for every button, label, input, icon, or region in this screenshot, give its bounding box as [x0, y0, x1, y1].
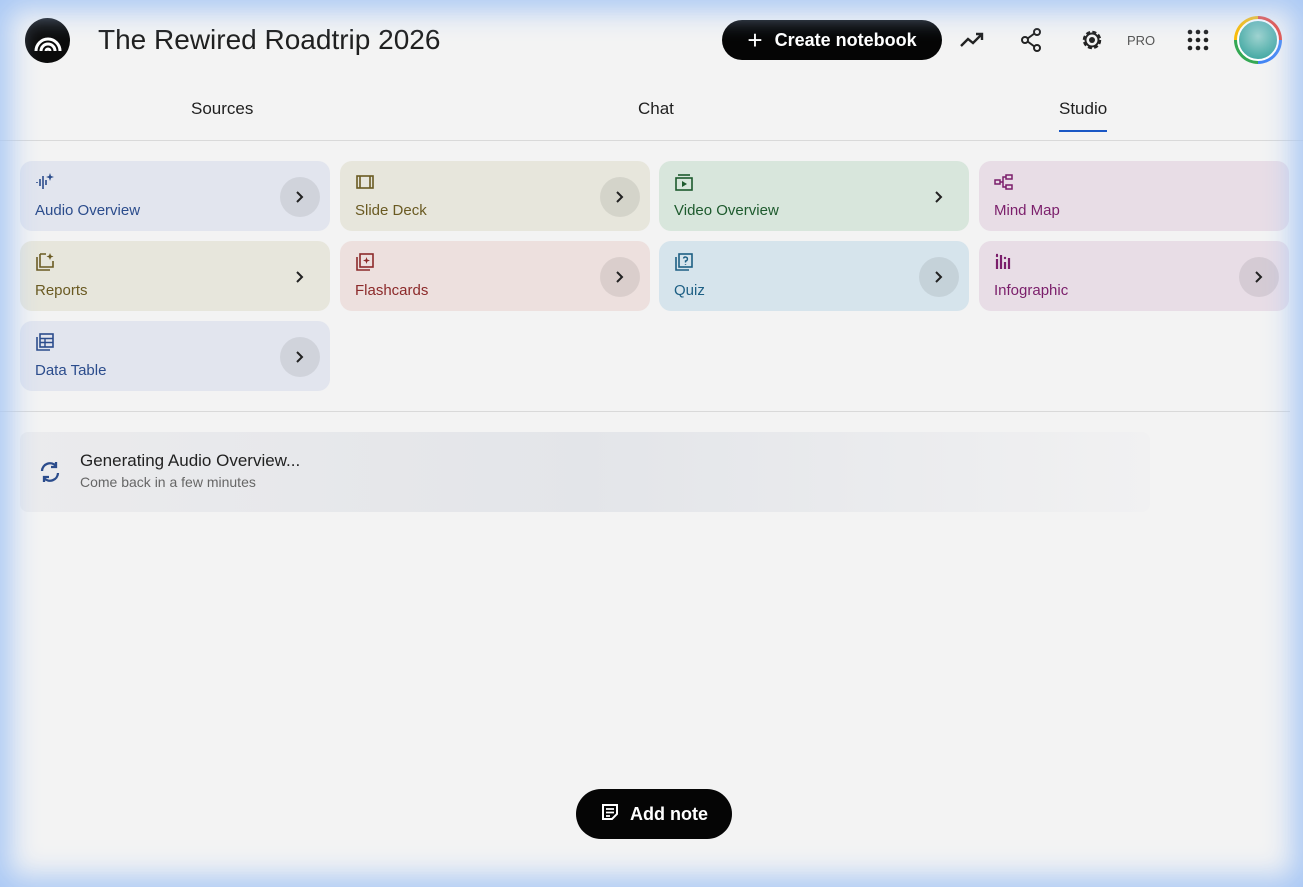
generating-title: Generating Audio Overview...: [80, 451, 301, 470]
studio-card-label: Reports: [35, 282, 88, 299]
chevron-right-icon[interactable]: [280, 257, 320, 297]
flashcards-icon: [355, 252, 375, 272]
reports-icon: [35, 252, 55, 272]
studio-card-label: Slide Deck: [355, 202, 427, 219]
infographic-icon: [994, 252, 1014, 272]
tab-chat[interactable]: Chat: [638, 99, 674, 118]
studio-card-mind-map[interactable]: Mind Map: [979, 161, 1289, 231]
mind-map-icon: [994, 172, 1014, 192]
studio-card-label: Flashcards: [355, 282, 429, 299]
video-icon: [674, 172, 694, 192]
share-icon[interactable]: [1017, 26, 1045, 54]
add-note-label: Add note: [630, 803, 708, 824]
divider: [0, 411, 1290, 412]
create-notebook-label: Create notebook: [774, 29, 917, 50]
create-notebook-button[interactable]: + Create notebook: [722, 20, 942, 60]
studio-card-label: Mind Map: [994, 202, 1060, 219]
analytics-trend-icon[interactable]: [958, 26, 986, 54]
pro-badge: PRO: [1127, 33, 1156, 48]
studio-card-flashcards[interactable]: Flashcards: [340, 241, 650, 311]
user-avatar[interactable]: [1234, 16, 1282, 64]
studio-card-slide-deck[interactable]: Slide Deck: [340, 161, 650, 231]
studio-card-video-overview[interactable]: Video Overview: [659, 161, 969, 231]
chevron-right-icon[interactable]: [919, 177, 959, 217]
studio-card-quiz[interactable]: Quiz: [659, 241, 969, 311]
studio-card-infographic[interactable]: Infographic: [979, 241, 1289, 311]
chevron-right-icon[interactable]: [919, 257, 959, 297]
note-icon: [600, 802, 620, 827]
generating-subtitle: Come back in a few minutes: [80, 474, 256, 490]
studio-card-label: Data Table: [35, 362, 107, 379]
chevron-right-icon[interactable]: [600, 257, 640, 297]
studio-card-audio-overview[interactable]: Audio Overview: [20, 161, 330, 231]
apps-grid-icon[interactable]: [1184, 26, 1212, 54]
chevron-right-icon[interactable]: [600, 177, 640, 217]
settings-gear-icon[interactable]: [1078, 26, 1106, 54]
chevron-right-icon[interactable]: [280, 177, 320, 217]
studio-card-label: Video Overview: [674, 202, 779, 219]
add-note-button[interactable]: Add note: [576, 789, 732, 839]
tab-studio[interactable]: Studio: [1059, 99, 1108, 132]
notebook-title[interactable]: The Rewired Roadtrip 2026: [98, 24, 441, 55]
audio-sparkle-icon: [35, 172, 55, 192]
plus-icon: +: [747, 25, 763, 55]
header: The Rewired Roadtrip 2026 + Create notebo…: [0, 0, 1303, 80]
studio-card-label: Infographic: [994, 282, 1069, 299]
studio-card-data-table[interactable]: Data Table: [20, 321, 330, 391]
chevron-right-icon[interactable]: [280, 337, 320, 377]
slides-icon: [355, 172, 375, 192]
studio-card-label: Audio Overview: [35, 202, 141, 219]
chevron-right-icon[interactable]: [1239, 257, 1279, 297]
studio-card-reports[interactable]: Reports: [20, 241, 330, 311]
notebooklm-logo[interactable]: [25, 18, 70, 63]
quiz-icon: [674, 252, 694, 272]
panel-tabs: Sources Chat Studio: [0, 80, 1303, 141]
studio-card-label: Quiz: [674, 282, 705, 299]
data-table-icon: [35, 332, 55, 352]
tab-sources[interactable]: Sources: [191, 99, 254, 118]
sync-refresh-icon: [38, 460, 62, 489]
generating-audio-status: Generating Audio Overview... Come back i…: [20, 432, 1150, 512]
